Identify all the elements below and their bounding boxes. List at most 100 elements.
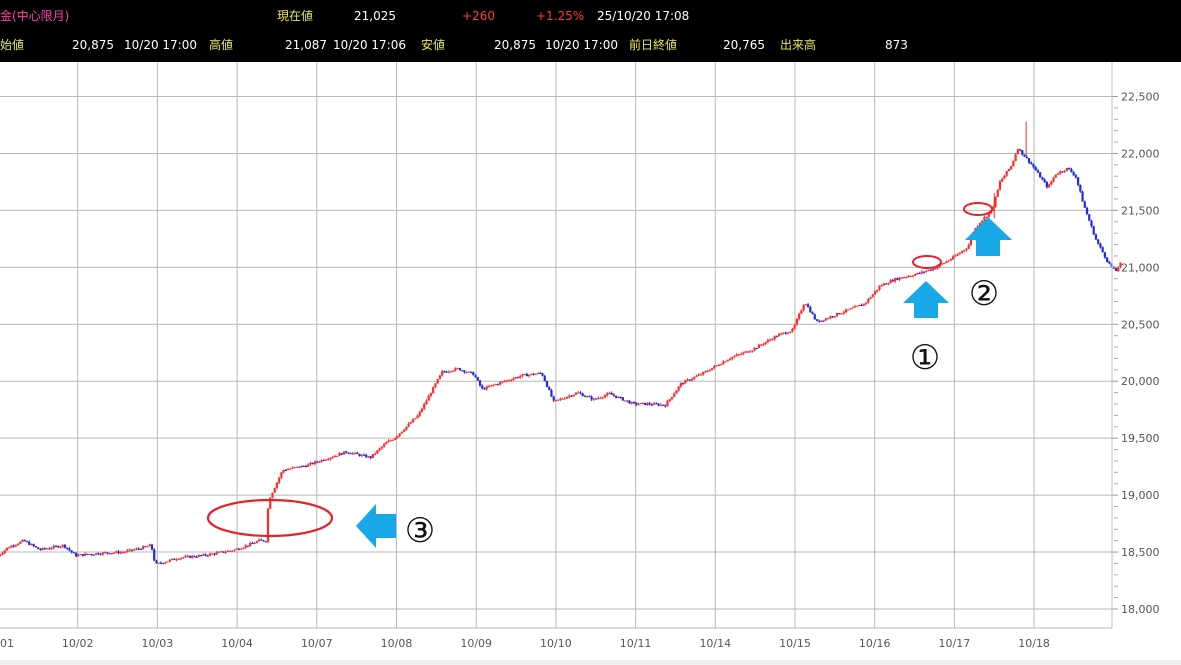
candle-body	[853, 306, 857, 308]
candle-body	[717, 365, 720, 367]
candle-body	[130, 549, 133, 551]
candle-body	[398, 433, 401, 436]
candle-body	[115, 551, 118, 553]
candle-body	[329, 457, 332, 460]
candle-body	[204, 554, 207, 556]
candle-body	[735, 354, 738, 357]
candle-body	[121, 552, 125, 554]
candle-body	[603, 395, 607, 398]
candle-body	[1068, 167, 1071, 170]
candle-body	[25, 541, 29, 543]
candle-body	[452, 370, 455, 372]
candle-body	[295, 466, 299, 468]
candle-body	[1030, 162, 1033, 165]
candle-body	[291, 467, 294, 469]
candle-body	[478, 380, 482, 386]
candle-body	[351, 453, 354, 455]
x-tick-label: 10/08	[381, 637, 413, 650]
candle-body	[824, 318, 828, 321]
candle-body	[711, 368, 714, 371]
candle-body	[193, 555, 196, 557]
candle-body	[1054, 174, 1057, 178]
candle-body	[66, 547, 69, 549]
high-time: 10/20 17:06	[333, 38, 406, 52]
candle-body	[440, 371, 444, 376]
candle-body	[559, 398, 562, 400]
candle-body	[1108, 261, 1111, 264]
candle-body	[929, 269, 932, 271]
candle-body	[487, 386, 491, 388]
candle-body	[1079, 184, 1082, 192]
change-value: +260	[462, 9, 495, 23]
candle-body	[1099, 243, 1102, 248]
candle-body	[1018, 149, 1022, 151]
candle-body	[557, 399, 560, 401]
candle-body	[943, 262, 946, 264]
candle-body	[719, 364, 723, 366]
candle-body	[331, 457, 334, 459]
y-tick-label: 21,500	[1121, 204, 1160, 217]
x-tick-label: 10/02	[62, 637, 94, 650]
candle-body	[1007, 169, 1011, 172]
candle-body	[97, 553, 100, 555]
candle-body	[757, 344, 761, 349]
candle-body	[191, 555, 194, 558]
candle-body	[954, 255, 957, 257]
candle-body	[338, 453, 341, 456]
candle-body	[949, 259, 952, 261]
candle-body	[95, 553, 98, 555]
candle-body	[586, 396, 589, 398]
y-tick-label: 18,500	[1121, 546, 1160, 559]
candle-body	[786, 332, 790, 334]
candle-body	[581, 393, 584, 396]
prev-close-label: 前日終値	[629, 38, 678, 52]
candle-body	[206, 555, 209, 557]
candle-body	[108, 553, 111, 555]
candle-body	[465, 372, 468, 374]
candle-body	[811, 312, 814, 315]
open-value: 20,875	[72, 38, 114, 52]
candle-body	[217, 551, 221, 553]
candle-body	[16, 543, 20, 545]
candle-body	[956, 254, 959, 256]
candle-body	[737, 354, 740, 356]
candle-body	[68, 548, 71, 551]
candle-body	[548, 386, 551, 390]
candle-body	[992, 206, 995, 211]
candle-body	[713, 366, 716, 369]
candle-body	[746, 351, 749, 353]
candle-body	[742, 352, 745, 354]
candle-body	[918, 272, 921, 274]
candle-body	[257, 539, 261, 542]
candle-body	[347, 452, 350, 454]
candle-body	[45, 548, 49, 550]
candle-body	[429, 393, 433, 396]
candle-body	[271, 492, 274, 498]
candle-body	[639, 403, 642, 405]
candle-body	[871, 294, 874, 298]
candle-body	[492, 384, 495, 386]
candle-body	[418, 411, 421, 416]
y-tick-label: 20,500	[1121, 318, 1160, 331]
candle-body	[679, 383, 682, 387]
candle-body	[592, 398, 595, 400]
candle-body	[777, 334, 781, 337]
candle-body	[403, 429, 406, 432]
candle-body	[931, 268, 935, 271]
y-tick-label: 21,000	[1121, 261, 1160, 274]
candle-body	[211, 553, 214, 555]
candle-body	[998, 181, 1002, 190]
candle-body	[420, 408, 424, 412]
candle-body	[177, 559, 180, 561]
candle-body	[947, 260, 950, 262]
candle-body	[820, 320, 823, 322]
candle-body	[648, 403, 651, 405]
candle-body	[673, 393, 676, 398]
candle-body	[1010, 165, 1013, 170]
candle-body	[704, 371, 707, 373]
candle-body	[619, 396, 622, 398]
candle-body	[146, 546, 149, 548]
candle-body	[284, 469, 287, 471]
candle-body	[275, 482, 279, 489]
candle-body	[829, 316, 832, 319]
